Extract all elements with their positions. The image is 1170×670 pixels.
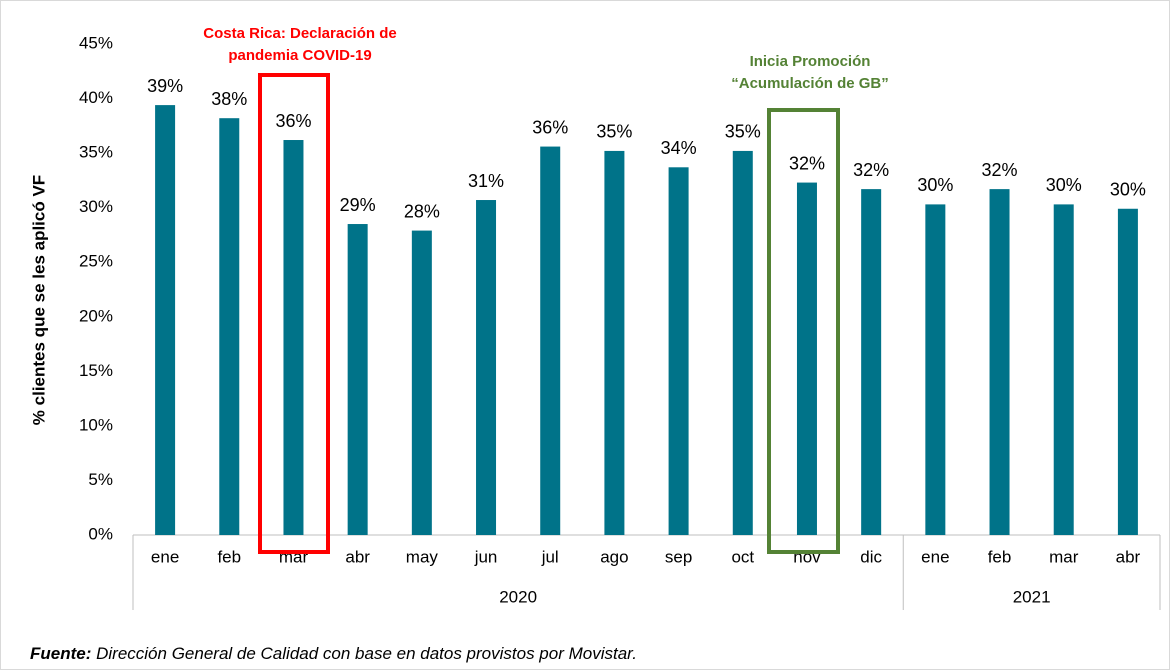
bar — [411, 230, 432, 535]
bar — [796, 182, 817, 535]
bar — [283, 140, 304, 536]
group-label: 2020 — [499, 587, 537, 606]
x-tick-label: feb — [988, 547, 1012, 566]
x-tick-label: ene — [151, 547, 179, 566]
bar — [861, 189, 882, 535]
value-label: 32% — [982, 160, 1018, 180]
y-tick-label: 10% — [79, 415, 113, 434]
annotation-text: “Acumulación de GB” — [731, 75, 889, 92]
value-label: 30% — [1110, 180, 1146, 200]
x-tick-label: oct — [731, 547, 754, 566]
value-label: 38% — [211, 89, 247, 109]
value-label: 30% — [1046, 175, 1082, 195]
value-label: 35% — [596, 122, 632, 142]
y-tick-label: 45% — [79, 33, 113, 52]
x-tick-label: jul — [541, 547, 559, 566]
bar — [1117, 208, 1138, 535]
value-label: 36% — [275, 111, 311, 131]
annotation-text: Inicia Promoción — [750, 53, 871, 70]
value-label: 32% — [853, 160, 889, 180]
bar — [925, 204, 946, 536]
bar — [219, 118, 240, 535]
y-tick-label: 40% — [79, 88, 113, 107]
y-tick-label: 35% — [79, 143, 113, 162]
group-label: 2021 — [1013, 587, 1051, 606]
y-tick-label: 0% — [88, 524, 113, 543]
x-tick-label: feb — [217, 547, 241, 566]
y-tick-label: 20% — [79, 306, 113, 325]
value-label: 34% — [661, 138, 697, 158]
bar — [155, 105, 176, 535]
bar — [347, 224, 368, 536]
x-tick-label: mar — [1049, 547, 1079, 566]
annotation-box — [258, 73, 330, 554]
x-tick-label: dic — [860, 547, 882, 566]
y-tick-label: 30% — [79, 197, 113, 216]
annotation-box — [767, 108, 840, 554]
source-label: Fuente: — [30, 644, 91, 663]
bar — [1053, 204, 1074, 536]
value-label: 39% — [147, 76, 183, 96]
value-label: 30% — [917, 175, 953, 195]
bar — [604, 150, 625, 535]
bar — [476, 200, 497, 536]
annotation-text: pandemia COVID-19 — [228, 47, 371, 64]
x-tick-label: may — [406, 547, 439, 566]
value-label: 32% — [789, 153, 825, 173]
y-tick-label: 15% — [79, 361, 113, 380]
y-tick-label: 5% — [88, 470, 113, 489]
x-tick-label: jun — [474, 547, 498, 566]
value-label: 35% — [725, 122, 761, 142]
x-tick-label: ene — [921, 547, 949, 566]
y-tick-label: 25% — [79, 252, 113, 271]
x-tick-label: abr — [1116, 547, 1141, 566]
x-tick-label: ago — [600, 547, 628, 566]
source: Fuente: Dirección General de Calidad con… — [30, 644, 637, 663]
x-tick-label: sep — [665, 547, 692, 566]
bar — [989, 189, 1010, 535]
x-tick-label: abr — [345, 547, 370, 566]
value-label: 36% — [532, 117, 568, 137]
y-axis-label: % clientes que se les aplicó VF — [29, 175, 48, 425]
value-label: 29% — [340, 195, 376, 215]
source-text: Dirección General de Calidad con base en… — [91, 644, 637, 663]
value-label: 28% — [404, 201, 440, 221]
annotation-text: Costa Rica: Declaración de — [203, 25, 396, 42]
bar — [732, 150, 753, 535]
value-label: 31% — [468, 171, 504, 191]
bar — [668, 167, 689, 535]
bar — [540, 146, 561, 535]
